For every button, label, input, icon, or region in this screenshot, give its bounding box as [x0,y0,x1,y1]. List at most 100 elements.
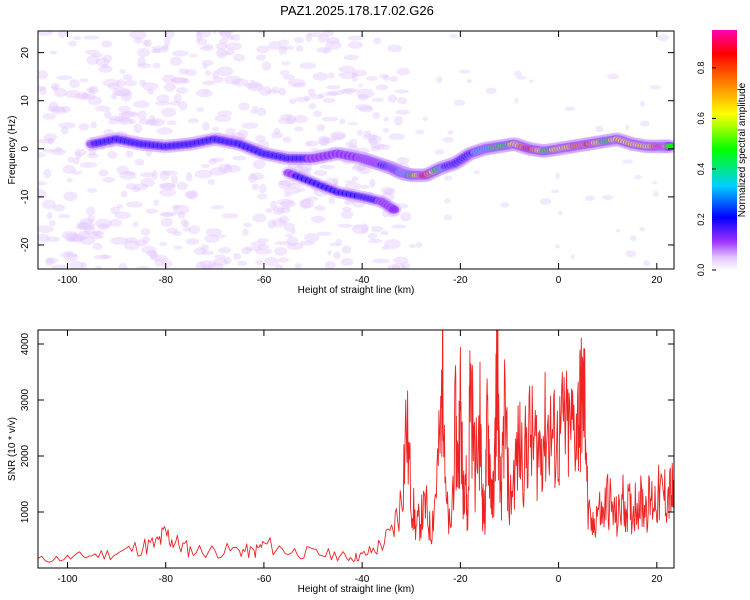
heatmap-noise-blob [188,225,201,234]
heatmap-noise-blob [85,49,100,55]
heatmap-noise-blob [271,132,284,139]
heatmap-noise-blob [108,118,118,125]
heatmap-noise-blob [87,96,102,106]
heatmap-noise-blob [291,82,307,88]
heatmap-noise-blob [69,79,80,89]
heatmap-noise-blob [528,79,534,83]
heatmap-noise-blob [178,100,188,111]
heatmap-noise-blob [149,251,159,260]
heatmap-noise-blob [224,51,231,55]
heatmap-noise-blob [69,234,86,242]
heatmap-noise-blob [272,205,285,216]
heatmap-noise-blob [325,40,342,50]
heatmap-noise-blob [328,196,335,205]
heatmap-noise-blob [185,172,193,182]
heatmap-noise-blob [125,201,143,208]
heatmap-noise-blob [396,157,410,164]
heatmap-noise-blob [271,86,279,92]
heatmap-noise-blob [46,236,61,242]
heatmap-noise-blob [256,193,268,200]
heatmap-noise-blob [372,258,391,264]
heatmap-noise-blob [41,199,57,210]
heatmap-noise-blob [68,260,85,269]
heatmap-noise-blob [555,172,560,179]
heatmap-noise-blob [250,241,267,247]
heatmap-noise-blob [514,97,519,104]
heatmap-noise-blob [118,262,128,269]
heatmap-noise-blob [218,38,229,45]
heatmap-noise-blob [78,230,91,240]
heatmap-noise-blob [278,179,295,187]
heatmap-noise-blob [163,82,176,92]
heatmap-noise-blob [358,105,374,113]
heatmap-noise-blob [295,45,304,53]
heatmap-noise-blob [375,84,389,91]
heatmap-noise-blob [274,241,291,246]
heatmap-noise-blob [322,98,336,103]
heatmap-noise-blob [135,239,148,247]
heatmap-noise-blob [391,262,406,269]
heatmap-noise-blob [42,148,55,153]
heatmap-noise-blob [134,158,145,166]
heatmap-noise-blob [557,210,563,216]
heatmap-noise-blob [286,182,302,189]
heatmap-noise-blob [326,36,340,45]
heatmap-noise-blob [280,200,296,208]
heatmap-noise-blob [125,183,137,190]
heatmap-noise-blob [315,231,332,236]
heatmap-noise-blob [47,105,66,113]
heatmap-noise-blob [196,107,205,112]
heatmap-noise-blob [212,31,217,34]
heatmap-noise-blob [74,148,87,157]
heatmap-noise-blob [151,170,158,180]
heatmap-noise-blob [280,113,292,121]
heatmap-noise-blob [92,230,102,236]
heatmap-noise-blob [283,192,292,197]
heatmap-noise-blob [78,123,90,131]
heatmap-noise-blob [278,215,290,224]
heatmap-noise-blob [306,196,319,201]
heatmap-noise-blob [39,86,47,96]
heatmap-noise-blob [50,82,60,91]
heatmap-noise-blob [400,211,412,222]
heatmap-noise-blob [316,124,326,132]
heatmap-noise-blob [202,63,208,70]
heatmap-noise-blob [278,39,290,46]
heatmap-noise-blob [310,147,320,153]
heatmap-noise-blob [366,75,378,81]
heatmap-noise-blob [453,99,466,106]
heatmap-noise-blob [392,256,409,265]
heatmap-noise-blob [337,223,353,228]
heatmap-noise-blob [86,152,99,159]
heatmap-noise-blob [288,98,297,105]
heatmap-noise-blob [395,109,410,115]
heatmap-noise-blob [208,158,217,166]
heatmap-noise-blob [152,48,164,54]
heatmap-noise-blob [171,174,179,185]
heatmap-noise-blob [161,259,173,269]
heatmap-noise-blob [327,250,332,256]
heatmap-noise-blob [215,234,227,239]
heatmap-noise-blob [252,159,266,170]
heatmap-noise-blob [356,129,364,136]
heatmap-noise-blob [554,244,561,249]
spectrogram-y-tick-label: -10 [20,189,31,204]
heatmap-noise-blob [59,252,78,258]
heatmap-noise-blob [357,147,370,155]
heatmap-noise-blob [118,105,131,113]
heatmap-noise-blob [319,164,336,170]
heatmap-noise-blob [177,211,186,219]
heatmap-noise-blob [159,241,168,247]
spectrogram-x-tick-label: -100 [57,275,77,286]
heatmap-noise-blob [138,118,151,125]
heatmap-noise-blob [214,254,226,259]
heatmap-noise-blob [351,69,368,77]
heatmap-noise-blob [148,114,156,125]
heatmap-noise-blob [258,31,267,34]
heatmap-noise-blob [161,107,177,118]
heatmap-noise-blob [379,73,389,79]
heatmap-noise-blob [119,170,137,180]
heatmap-noise-blob [308,103,317,110]
colorbar-ticks: 0.0 0.2 0.4 0.6 0.8 [696,62,716,276]
heatmap-noise-blob [324,91,338,97]
